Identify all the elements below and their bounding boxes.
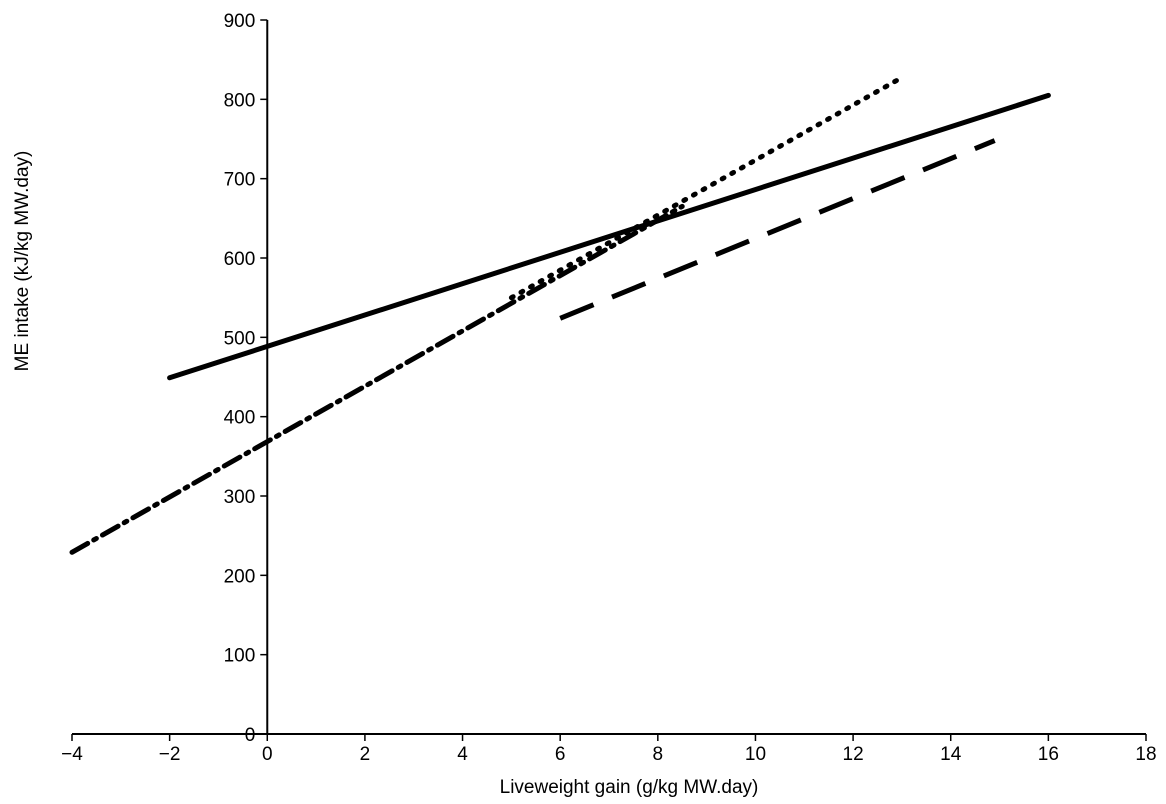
x-tick-label: 18	[1135, 744, 1156, 765]
y-tick-label: 100	[224, 646, 256, 667]
y-tick-label: 500	[224, 328, 256, 349]
x-tick-label: 2	[360, 744, 371, 765]
y-tick-label: 400	[224, 408, 256, 429]
x-tick-label: −2	[159, 744, 181, 765]
y-tick-label: 200	[224, 566, 256, 587]
x-tick-label: 4	[457, 744, 468, 765]
y-tick-label: 700	[224, 170, 256, 191]
x-tick-label: 6	[555, 744, 566, 765]
x-axis-title: Liveweight gain (g/kg MW.day)	[500, 777, 759, 798]
y-tick-label: 600	[224, 249, 256, 270]
series-line-solid	[167, 92, 1051, 381]
x-tick-label: −4	[61, 744, 83, 765]
x-tick-label: 0	[262, 744, 273, 765]
x-tick-label: 14	[940, 744, 962, 765]
x-tick-label: 10	[745, 744, 766, 765]
series-line-dotted	[508, 77, 900, 301]
series-lines	[69, 77, 1051, 555]
series-line-dashdot	[69, 203, 685, 555]
x-tick-label: 8	[653, 744, 664, 765]
x-tick-label: 16	[1038, 744, 1059, 765]
series-line-dashed	[559, 138, 996, 321]
y-tick-label: 300	[224, 487, 256, 508]
y-tick-label: 800	[224, 90, 256, 111]
y-tick-label: 0	[245, 725, 256, 746]
axes	[71, 19, 1147, 741]
tick-labels: −4 −2 0 2 4 6 8 10 12 14 16 18 0 100 200 300 400 500 600 70…	[61, 11, 1156, 765]
x-tick-label: 12	[843, 744, 864, 765]
y-axis-title: ME intake (kJ/kg MW.day)	[12, 151, 33, 372]
y-tick-label: 900	[224, 11, 256, 32]
